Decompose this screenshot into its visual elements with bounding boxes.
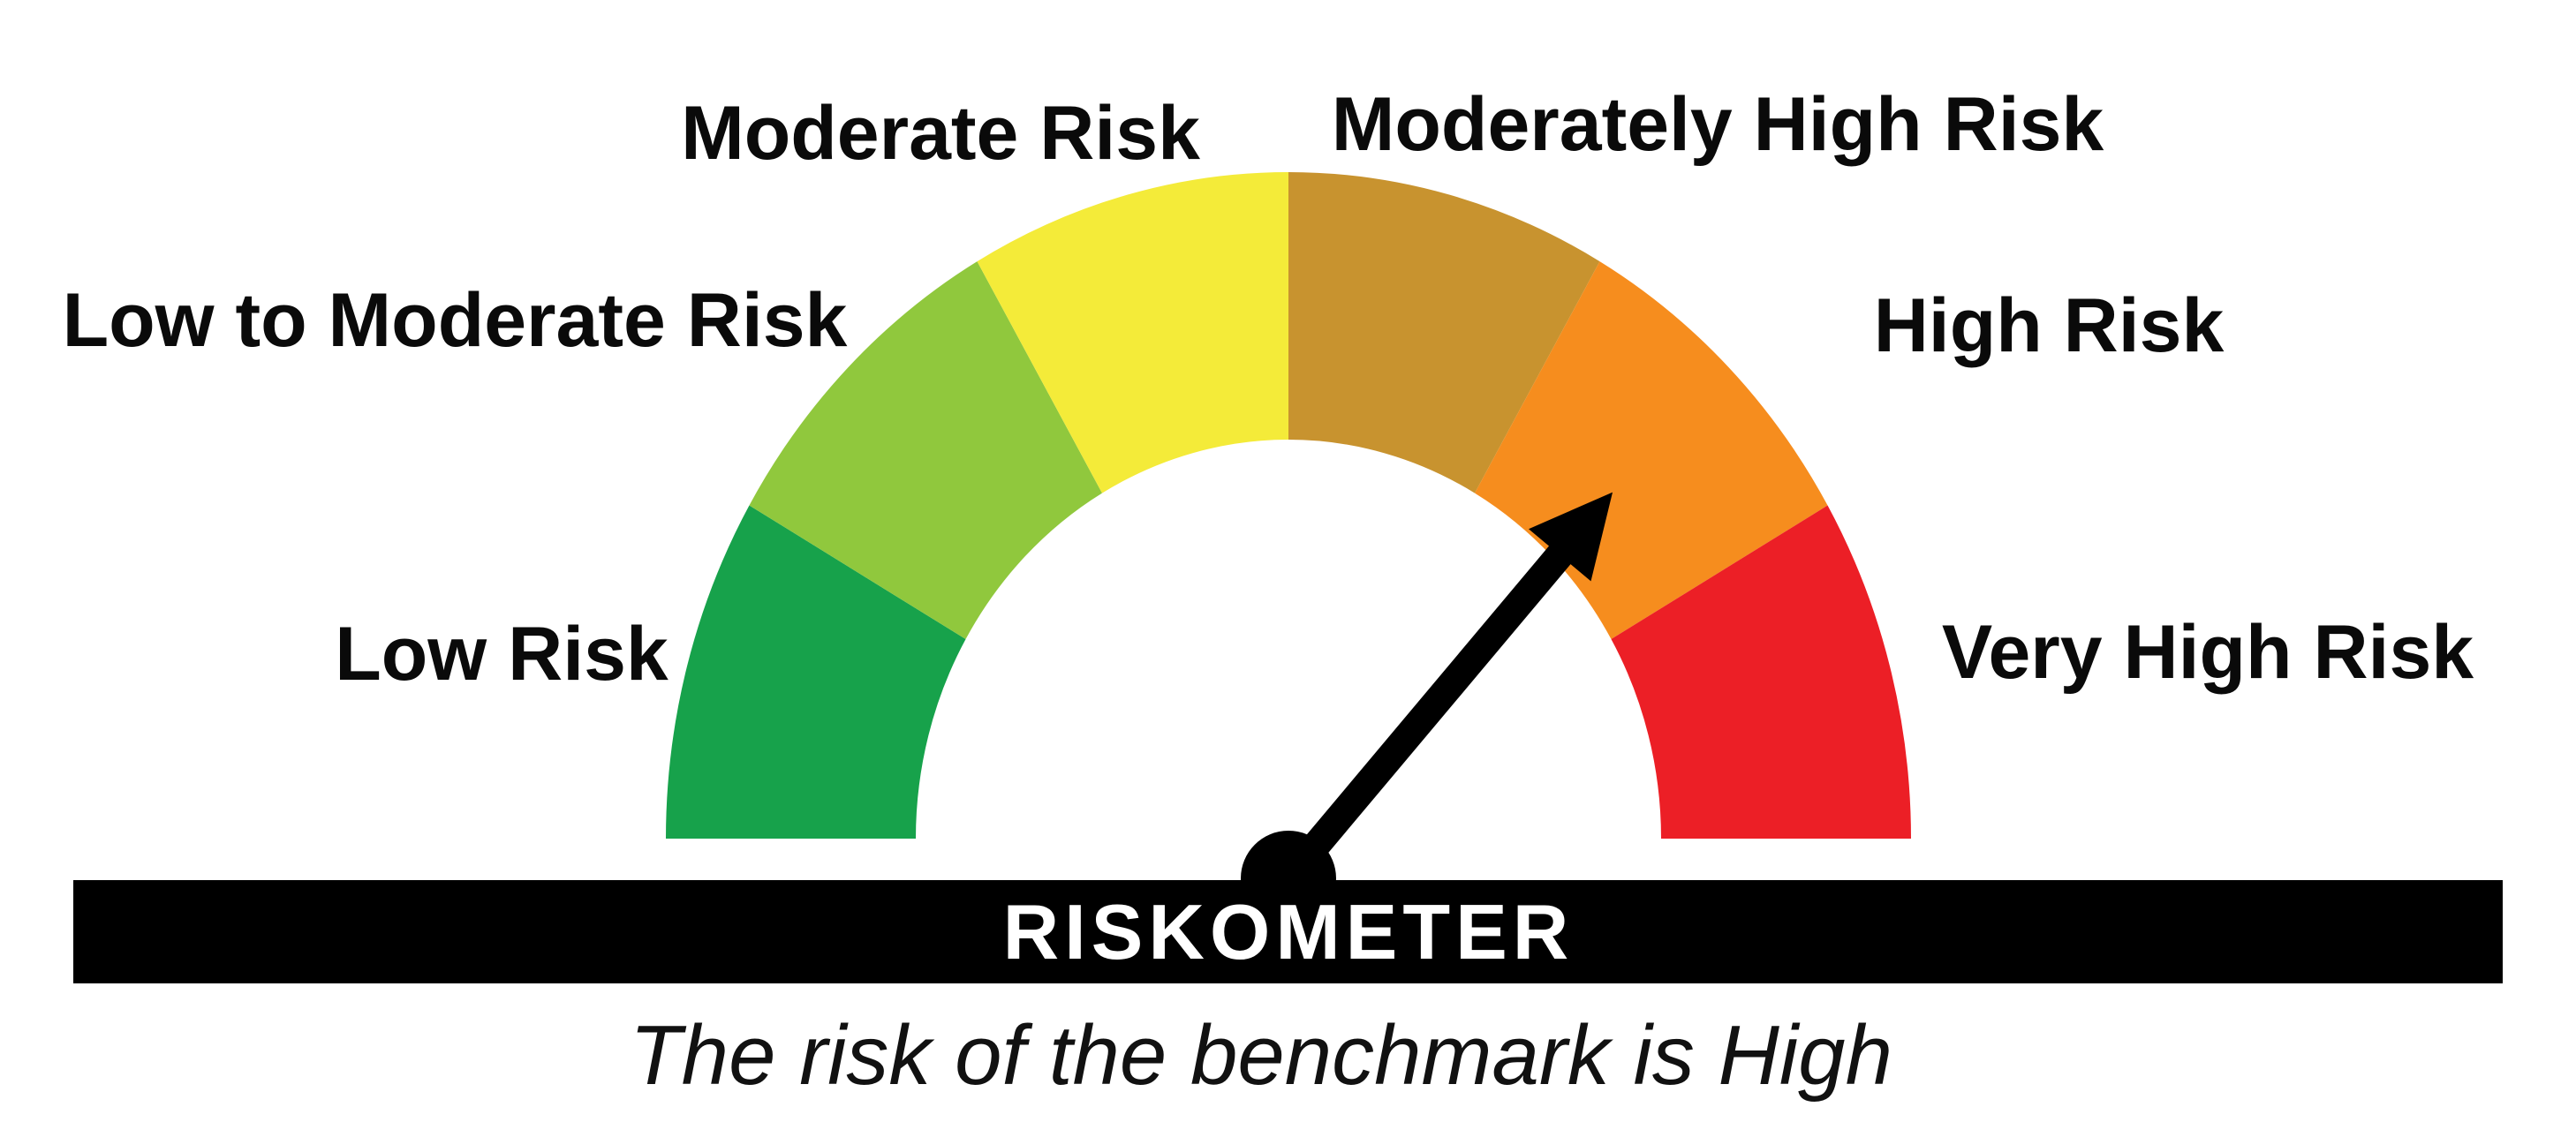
gauge-segment-1	[749, 261, 1102, 640]
gauge-segment-5	[1611, 505, 1911, 839]
label-low-to-moderate-risk: Low to Moderate Risk	[63, 278, 848, 363]
label-moderately-high-risk: Moderately High Risk	[1332, 82, 2104, 167]
gauge-segment-3	[1288, 171, 1600, 493]
label-very-high-risk: Very High Risk	[1942, 610, 2474, 695]
label-moderate-risk: Moderate Risk	[681, 91, 1200, 176]
benchmark-risk-subtitle: The risk of the benchmark is High	[630, 1008, 1892, 1103]
label-high-risk: High Risk	[1874, 283, 2225, 368]
gauge-segments	[666, 171, 1911, 839]
needle-arrow	[1277, 492, 1613, 888]
riskometer-title-text: RISKOMETER	[1003, 888, 1575, 975]
label-low-risk: Low Risk	[335, 612, 669, 697]
gauge-segment-0	[666, 505, 966, 839]
needle	[1277, 492, 1613, 888]
gauge-segment-2	[977, 171, 1288, 493]
